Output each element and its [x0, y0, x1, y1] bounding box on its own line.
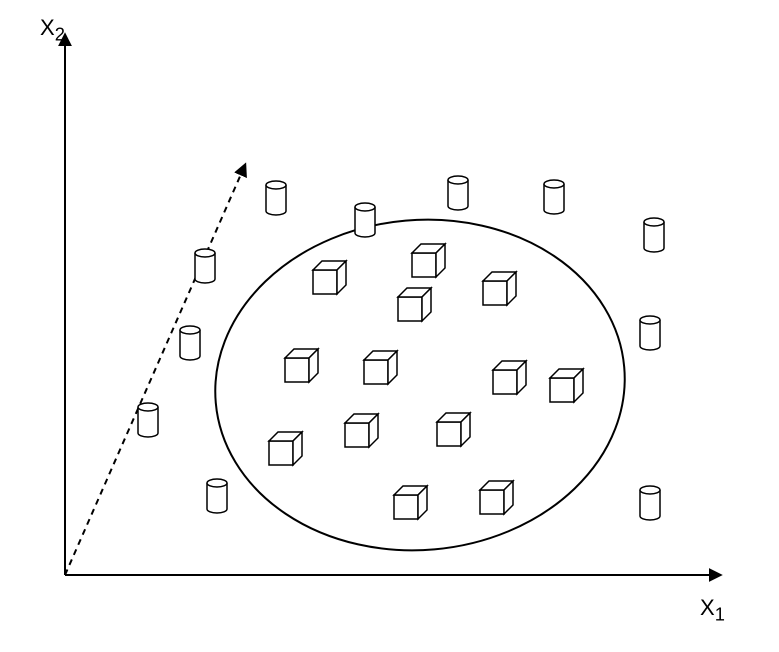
cube-marker — [483, 272, 516, 305]
cylinder-marker — [355, 203, 375, 237]
cube-marker — [437, 413, 470, 446]
cube-marker — [285, 349, 318, 382]
diagram-container: X2 X1 — [0, 0, 779, 652]
cube-marker — [269, 432, 302, 465]
cylinder-marker — [644, 218, 664, 252]
cube-marker — [550, 369, 583, 402]
cube-marker — [398, 288, 431, 321]
y-axis-label: X2 — [40, 15, 65, 45]
cylinder-marker — [138, 403, 158, 437]
cube-marker — [493, 361, 526, 394]
cube-marker — [394, 486, 427, 519]
cylinder-marker — [640, 486, 660, 520]
cylinder-marker — [207, 479, 227, 513]
cube-marker — [313, 261, 346, 294]
cylinder-marker — [544, 180, 564, 214]
cylinder-marker — [266, 181, 286, 215]
cube-marker — [364, 351, 397, 384]
cylinder-marker — [448, 176, 468, 210]
cube-marker — [345, 414, 378, 447]
x-axis-label: X1 — [700, 595, 725, 625]
cylinder-marker — [640, 316, 660, 350]
diagram-svg — [0, 0, 779, 652]
cube-marker — [480, 481, 513, 514]
cylinder-marker — [195, 249, 215, 283]
cube-marker — [412, 244, 445, 277]
cylinder-marker — [180, 326, 200, 360]
